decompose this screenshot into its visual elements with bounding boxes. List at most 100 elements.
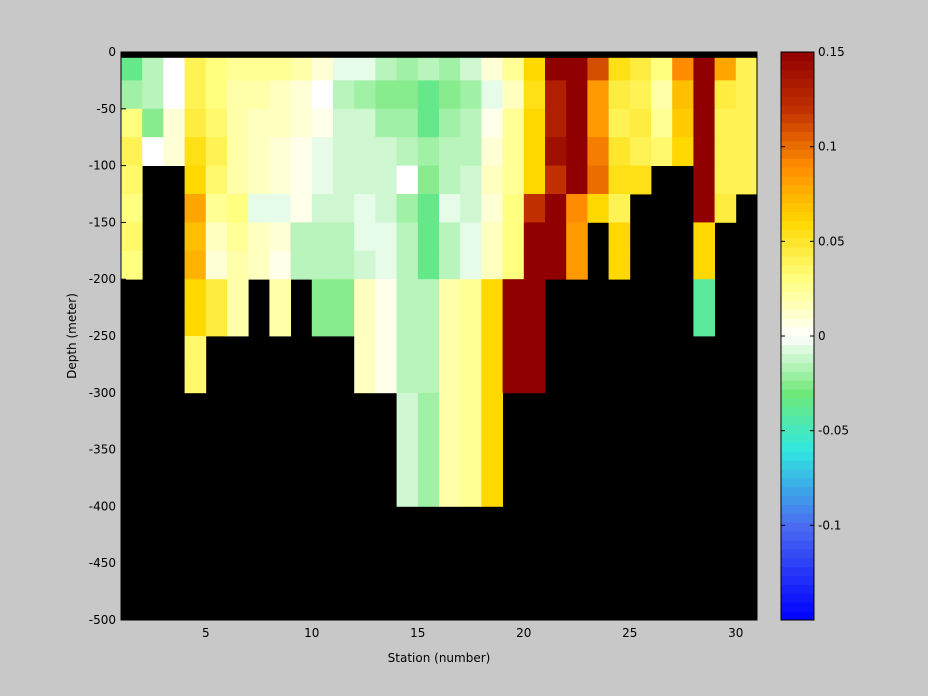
heatmap-cell bbox=[417, 108, 440, 138]
heatmap-cell bbox=[523, 194, 546, 223]
heatmap-cell bbox=[693, 279, 715, 308]
heatmap-cell bbox=[396, 57, 419, 81]
heatmap-cell bbox=[672, 108, 694, 138]
heatmap-cell bbox=[184, 165, 207, 195]
y-tick-label: 0 bbox=[108, 45, 116, 59]
heatmap-cell bbox=[523, 80, 546, 110]
heatmap-cell bbox=[439, 449, 461, 479]
x-axis-label: Station (number) bbox=[388, 651, 491, 665]
heatmap-cell bbox=[417, 165, 440, 195]
heatmap-cell bbox=[417, 80, 440, 110]
heatmap-cell bbox=[608, 165, 631, 195]
heatmap-cell bbox=[693, 307, 715, 337]
x-tick-label: 10 bbox=[304, 626, 319, 640]
heatmap-cell bbox=[460, 222, 482, 252]
heatmap-cell bbox=[269, 222, 291, 252]
colorbar-segment bbox=[781, 522, 814, 532]
heatmap-cell bbox=[248, 222, 270, 252]
heatmap-cell bbox=[523, 165, 546, 195]
heatmap-cell bbox=[205, 108, 228, 138]
heatmap-cell bbox=[290, 165, 313, 195]
heatmap-cell bbox=[311, 250, 334, 280]
colorbar-segment bbox=[781, 611, 814, 621]
heatmap-cell bbox=[693, 108, 715, 138]
colorbar-segment bbox=[781, 540, 814, 550]
heatmap-cell bbox=[502, 80, 525, 110]
heatmap-cell bbox=[142, 57, 164, 81]
colorbar-segment bbox=[781, 291, 814, 301]
colorbar-segment bbox=[781, 398, 814, 408]
colorbar-segment bbox=[781, 300, 814, 310]
heatmap-cell bbox=[587, 137, 609, 166]
heatmap-cell bbox=[672, 80, 694, 110]
heatmap-cell bbox=[587, 165, 609, 195]
heatmap-cell bbox=[587, 80, 609, 110]
heatmap-cell bbox=[163, 108, 185, 138]
heatmap-cell bbox=[121, 57, 143, 81]
x-tick-label: 5 bbox=[202, 626, 210, 640]
heatmap-cell bbox=[460, 137, 482, 166]
colorbar: 0.15 0.1 0.05 0 -0.05 -0.1 bbox=[780, 45, 849, 621]
heatmap-cell bbox=[333, 137, 355, 166]
heatmap-cell bbox=[311, 194, 334, 223]
colorbar-segment bbox=[781, 380, 814, 390]
heatmap-cell bbox=[375, 222, 397, 252]
heatmap-cell bbox=[142, 137, 164, 166]
heatmap-cell bbox=[163, 57, 185, 81]
colorbar-segment bbox=[781, 60, 814, 71]
heatmap-cell bbox=[502, 194, 525, 223]
heatmap-cell bbox=[587, 57, 609, 81]
colorbar-segment bbox=[781, 513, 814, 523]
heatmap-cell bbox=[608, 57, 631, 81]
colorbar-segment bbox=[781, 96, 814, 106]
heatmap-cell bbox=[608, 108, 631, 138]
heatmap-cell bbox=[693, 137, 715, 166]
heatmap-cell bbox=[545, 80, 567, 110]
y-tick-label: -400 bbox=[89, 499, 116, 513]
heatmap-cell bbox=[184, 57, 207, 81]
colorbar-segment bbox=[781, 105, 814, 115]
colorbar-tick-label: -0.05 bbox=[818, 424, 849, 438]
heatmap-cell bbox=[205, 222, 228, 252]
heatmap-cell bbox=[502, 279, 525, 308]
colorbar-segment bbox=[781, 407, 814, 417]
heatmap-cell bbox=[354, 108, 376, 138]
colorbar-segment bbox=[781, 69, 814, 79]
heatmap-cell bbox=[439, 421, 461, 450]
heatmap-cell bbox=[375, 194, 397, 223]
heatmap-cell bbox=[375, 137, 397, 166]
heatmap-cell bbox=[333, 165, 355, 195]
heatmap-cell bbox=[502, 165, 525, 195]
heatmap-cell bbox=[417, 449, 440, 479]
heatmap-cell bbox=[651, 57, 673, 81]
heatmap-cell bbox=[417, 137, 440, 166]
colorbar-segment bbox=[781, 575, 814, 585]
heatmap-cell bbox=[269, 250, 291, 280]
heatmap-cell bbox=[121, 137, 143, 166]
x-tick-label: 30 bbox=[728, 626, 743, 640]
heatmap-cell bbox=[290, 80, 313, 110]
heatmap-cell bbox=[396, 165, 419, 195]
colorbar-segment bbox=[781, 114, 814, 124]
heatmap-cell bbox=[714, 194, 737, 223]
y-tick-label: -500 bbox=[89, 613, 116, 627]
heatmap-cell bbox=[311, 108, 334, 138]
heatmap-cell bbox=[460, 108, 482, 138]
heatmap-cell bbox=[608, 80, 631, 110]
colorbar-segment bbox=[781, 549, 814, 559]
colorbar-segment bbox=[781, 211, 814, 221]
heatmap-cell bbox=[205, 194, 228, 223]
heatmap-cell bbox=[396, 108, 419, 138]
heatmap-cell bbox=[439, 108, 461, 138]
heatmap-cell bbox=[481, 421, 503, 450]
heatmap-cell bbox=[693, 250, 715, 280]
heatmap-cell bbox=[481, 250, 503, 280]
heatmap-cell bbox=[354, 307, 376, 337]
heatmap-cell bbox=[545, 222, 567, 252]
heatmap-cell bbox=[735, 137, 758, 166]
heatmap-cell bbox=[269, 194, 291, 223]
heatmap-cell bbox=[184, 222, 207, 252]
heatmap-cell bbox=[566, 108, 588, 138]
heatmap-cell bbox=[439, 364, 461, 394]
heatmap-cell bbox=[184, 194, 207, 223]
